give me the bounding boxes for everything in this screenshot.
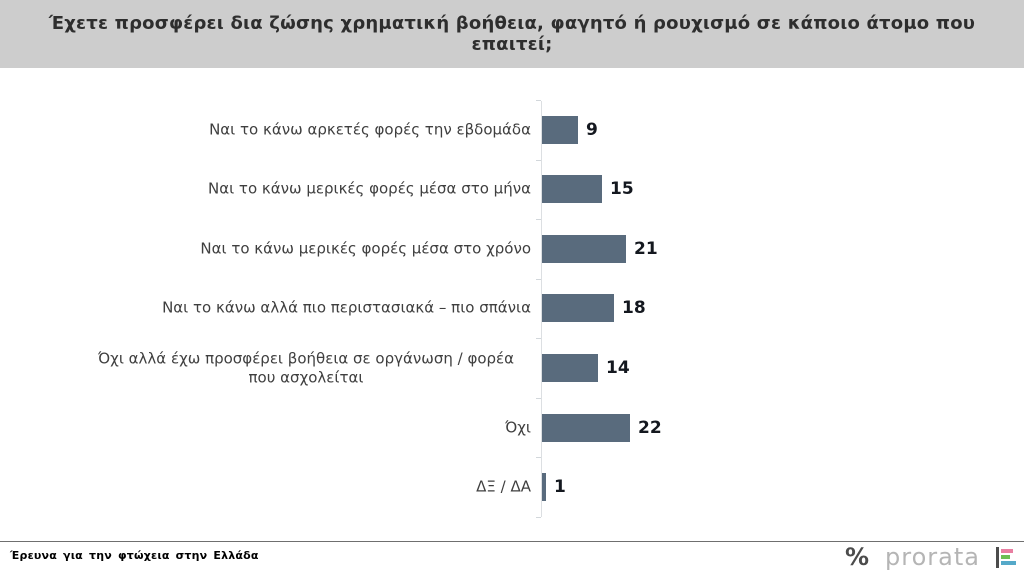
bar (542, 175, 602, 204)
category-label: Ναι το κάνω αρκετές φορές την εβδομάδα (209, 120, 531, 139)
barchart-icon (996, 546, 1016, 568)
barchart-icon-bar-blue (1001, 560, 1016, 565)
axis-tick (536, 338, 541, 340)
footer-divider (0, 541, 1024, 542)
percent-icon: % (845, 543, 870, 571)
bar (542, 413, 630, 442)
value-label: 1 (554, 477, 566, 498)
axis-line (541, 101, 542, 517)
axis-tick (536, 457, 541, 459)
barchart-icon-axis (996, 546, 999, 568)
value-label: 18 (622, 298, 646, 319)
bar (542, 294, 614, 323)
prorata-wordmark: prorata (885, 543, 980, 571)
category-label: Όχι αλλά έχω προσφέρει βοήθεια σε οργάνω… (97, 349, 515, 387)
value-label: 21 (634, 238, 658, 259)
value-label: 9 (586, 119, 598, 140)
axis-tick (536, 516, 541, 518)
axis-tick (536, 159, 541, 161)
category-label: Ναι το κάνω μερικές φορές μέσα στο χρόνο (200, 239, 531, 258)
category-label: Όχι (505, 418, 531, 437)
category-label: ΔΞ / ΔΑ (476, 477, 531, 496)
axis-tick (536, 219, 541, 221)
axis-tick (536, 100, 541, 101)
axis-tick (536, 278, 541, 280)
value-label: 15 (610, 179, 634, 200)
barchart-icon-bar-pink (1001, 548, 1013, 553)
axis-tick (536, 397, 541, 399)
page-title: Έχετε προσφέρει δια ζώσης χρηματική βοήθ… (48, 13, 976, 55)
value-label: 22 (638, 417, 662, 438)
prorata-logo: % prorata (845, 542, 1016, 572)
value-label: 14 (606, 358, 630, 379)
source-note: Έρευνα για την φτώχεια στην Ελλάδα (10, 549, 259, 562)
bar (542, 115, 578, 144)
header: Έχετε προσφέρει δια ζώσης χρηματική βοήθ… (0, 0, 1024, 68)
bar (542, 354, 598, 383)
category-label: Ναι το κάνω αλλά πιο περιστασιακά – πιο … (162, 299, 531, 318)
bar (542, 234, 626, 263)
barchart-icon-bar-green (1001, 554, 1010, 559)
bar (542, 473, 546, 502)
category-label: Ναι το κάνω μερικές φορές μέσα στο μήνα (207, 179, 531, 198)
